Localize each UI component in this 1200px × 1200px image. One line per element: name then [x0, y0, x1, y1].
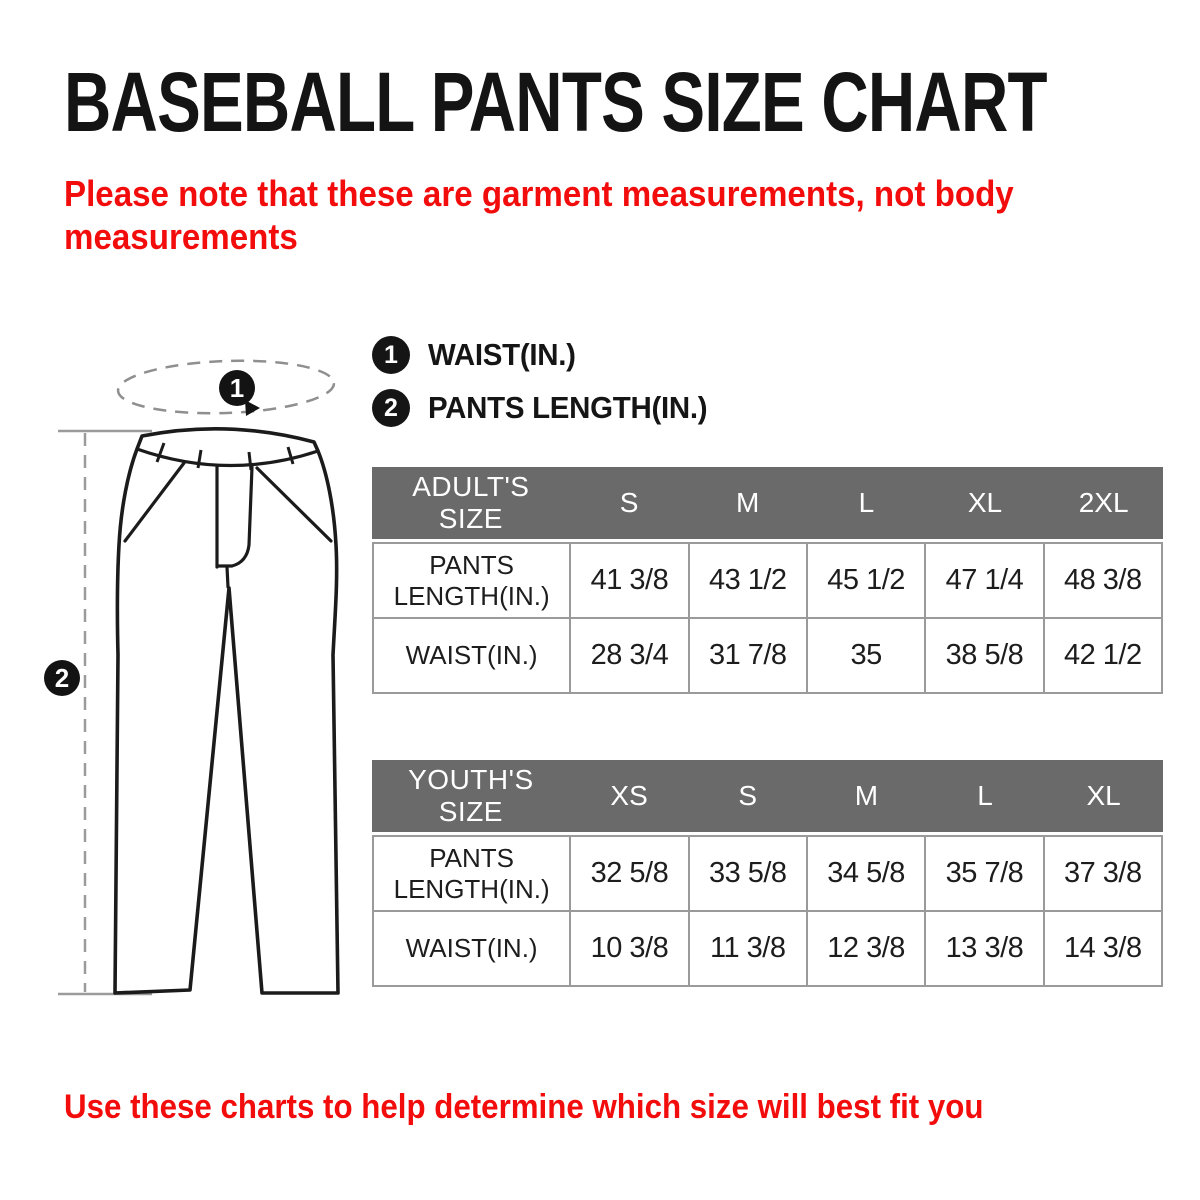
adult-length-row-label: PANTS LENGTH(IN.): [374, 544, 572, 619]
waist-marker-badge: 1: [219, 370, 255, 406]
adult-waist-row-label: WAIST(IN.): [374, 619, 572, 694]
youth-waist-row-label: WAIST(IN.): [374, 912, 572, 987]
adult-table-body: PANTS LENGTH(IN.) 41 3/8 43 1/2 45 1/2 4…: [372, 542, 1163, 694]
legend-item-waist: 1 WAIST(IN.): [372, 336, 722, 374]
youth-waist-l: 13 3/8: [926, 912, 1045, 987]
youth-header-xl: XL: [1086, 780, 1121, 811]
note-line-1: Please note that these are garment measu…: [64, 173, 1014, 214]
adult-header-title: ADULT'S SIZE: [412, 470, 530, 534]
youth-length-m: 34 5/8: [807, 837, 927, 912]
youth-table-header: YOUTH'S SIZE XS S M L XL: [372, 760, 1163, 832]
waist-marker-number: 1: [230, 373, 244, 403]
adult-header-2xl: 2XL: [1078, 487, 1129, 518]
adult-length-s: 41 3/8: [571, 544, 690, 619]
youth-header-title: YOUTH'S SIZE: [408, 763, 534, 827]
adult-length-2xl: 48 3/8: [1044, 544, 1163, 619]
legend-label-length: PANTS LENGTH(IN.): [428, 390, 708, 425]
youth-waist-s: 11 3/8: [689, 912, 808, 987]
note-line-2: measurements: [64, 216, 298, 258]
page-title: BASEBALL PANTS SIZE CHART: [64, 55, 1048, 149]
youth-header-l: L: [977, 780, 993, 811]
waist-arrow-icon: [245, 400, 260, 416]
youth-header-xs: XS: [610, 780, 648, 811]
garment-measurement-note: Please note that these are garment measu…: [64, 172, 1014, 258]
fly-placket: [215, 465, 254, 589]
youth-length-l: 35 7/8: [926, 837, 1045, 912]
adult-header-l: L: [858, 487, 875, 518]
youth-header-m: M: [854, 780, 879, 811]
youth-header-s: S: [738, 780, 758, 811]
pocket-lines: [123, 461, 333, 543]
adult-size-table: ADULT'S SIZE S M L XL 2XL PANTS LENGTH(I…: [372, 467, 1163, 694]
legend-badge-2: 2: [372, 389, 410, 427]
youth-waist-m: 12 3/8: [807, 912, 927, 987]
belt-loops: [155, 442, 295, 471]
adult-length-l: 45 1/2: [807, 544, 927, 619]
youth-table-body: PANTS LENGTH(IN.) 32 5/8 33 5/8 34 5/8 3…: [372, 835, 1163, 987]
adult-waist-s: 28 3/4: [571, 619, 690, 694]
legend-badge-1: 1: [372, 336, 410, 374]
measurement-legend: 1 WAIST(IN.) 2 PANTS LENGTH(IN.): [372, 336, 722, 427]
youth-length-xl: 37 3/8: [1044, 837, 1163, 912]
adult-length-m: 43 1/2: [689, 544, 808, 619]
youth-length-row-label: PANTS LENGTH(IN.): [374, 837, 572, 912]
adult-table-header: ADULT'S SIZE S M L XL 2XL: [372, 467, 1163, 539]
youth-length-s: 33 5/8: [689, 837, 808, 912]
pants-measurement-diagram: 1 2: [44, 359, 340, 996]
fit-guidance-note: Use these charts to help determine which…: [64, 1088, 984, 1126]
adult-length-xl: 47 1/4: [926, 544, 1045, 619]
pants-outline: [113, 426, 340, 995]
adult-waist-l: 35: [807, 619, 927, 694]
adult-waist-xl: 38 5/8: [926, 619, 1045, 694]
adult-header-s: S: [619, 487, 639, 518]
legend-item-length: 2 PANTS LENGTH(IN.): [372, 389, 722, 427]
waist-dashed-ellipse: [116, 359, 336, 415]
adult-header-xl: XL: [967, 487, 1003, 518]
length-marker-number: 2: [55, 663, 69, 693]
length-marker-badge: 2: [44, 660, 80, 696]
adult-waist-m: 31 7/8: [689, 619, 808, 694]
youth-length-xs: 32 5/8: [571, 837, 690, 912]
legend-label-waist: WAIST(IN.): [428, 337, 576, 372]
youth-waist-xs: 10 3/8: [571, 912, 690, 987]
youth-size-table: YOUTH'S SIZE XS S M L XL PANTS LENGTH(IN…: [372, 760, 1163, 987]
youth-waist-xl: 14 3/8: [1044, 912, 1163, 987]
adult-waist-2xl: 42 1/2: [1044, 619, 1163, 694]
adult-header-m: M: [736, 487, 760, 518]
